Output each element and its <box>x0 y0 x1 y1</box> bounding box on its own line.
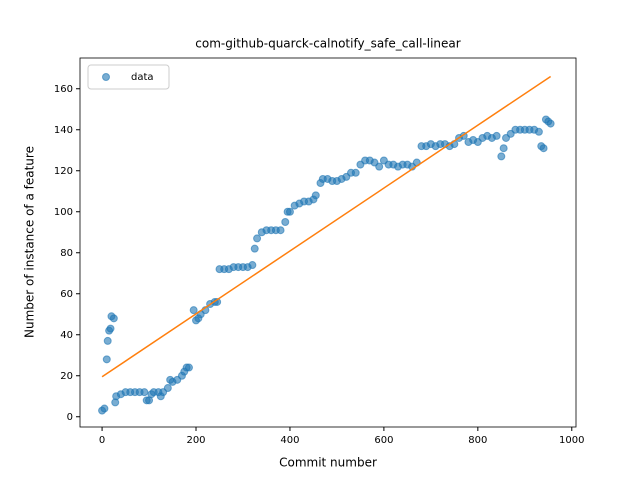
data-point <box>184 363 193 372</box>
data-point <box>163 384 172 393</box>
data-point <box>497 152 506 161</box>
legend-label: data <box>131 72 154 83</box>
y-tick-label: 40 <box>60 330 73 341</box>
data-point <box>253 234 262 243</box>
data-point <box>140 388 149 397</box>
y-tick-label: 140 <box>54 125 73 136</box>
x-tick-label: 600 <box>374 435 393 446</box>
data-point <box>100 404 109 413</box>
data-point <box>375 162 384 171</box>
data-point <box>103 336 112 345</box>
x-tick-label: 0 <box>99 435 105 446</box>
data-point <box>351 168 360 177</box>
y-tick-label: 120 <box>54 166 73 177</box>
legend-marker <box>102 73 110 81</box>
x-tick-label: 800 <box>468 435 487 446</box>
data-point <box>311 191 320 200</box>
y-axis-label: Number of instance of a feature <box>23 146 37 338</box>
y-tick-label: 80 <box>60 248 73 259</box>
data-point <box>546 119 555 128</box>
data-point <box>281 218 290 226</box>
data-point <box>109 314 118 323</box>
data-point <box>248 261 257 270</box>
legend-box <box>87 64 170 90</box>
data-point <box>534 127 543 136</box>
data-point <box>539 144 548 153</box>
y-tick-label: 0 <box>67 412 73 423</box>
data-point <box>250 244 259 253</box>
x-axis-label: Commit number <box>279 456 377 470</box>
x-tick-label: 400 <box>280 435 299 446</box>
x-tick-label: 1000 <box>559 435 584 446</box>
data-point <box>499 144 508 153</box>
data-point <box>285 207 294 216</box>
y-tick-label: 100 <box>54 207 73 218</box>
data-point <box>492 131 501 140</box>
y-tick-label: 20 <box>60 371 73 382</box>
data-point <box>106 324 115 333</box>
data-point <box>276 226 285 235</box>
data-point <box>189 306 198 315</box>
y-tick-label: 160 <box>54 84 73 95</box>
chart-title: com-github-quarck-calnotify_safe_call-li… <box>195 37 460 51</box>
x-tick-label: 200 <box>186 435 205 446</box>
y-tick-label: 60 <box>60 289 73 300</box>
data-point <box>102 355 111 364</box>
fit-line <box>101 75 552 378</box>
plot-frame <box>79 57 577 428</box>
